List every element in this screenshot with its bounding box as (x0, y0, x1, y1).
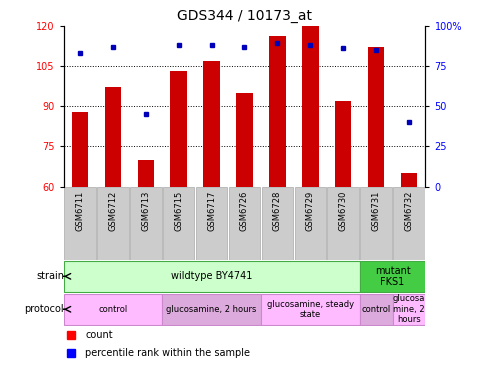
Text: GSM6713: GSM6713 (141, 190, 150, 231)
Text: GSM6711: GSM6711 (75, 190, 84, 231)
FancyBboxPatch shape (64, 187, 96, 260)
FancyBboxPatch shape (392, 187, 424, 260)
Bar (400, 173, 416, 348)
Text: GSM6726: GSM6726 (240, 190, 248, 231)
Text: wildtype BY4741: wildtype BY4741 (171, 271, 252, 281)
FancyBboxPatch shape (97, 187, 128, 260)
Bar (72, 112, 88, 348)
FancyBboxPatch shape (228, 187, 260, 260)
Bar (236, 93, 252, 348)
Bar (302, 23, 318, 348)
Text: GSM6717: GSM6717 (207, 190, 216, 231)
FancyBboxPatch shape (359, 294, 392, 325)
Text: glucosamine, 2 hours: glucosamine, 2 hours (166, 305, 256, 314)
FancyBboxPatch shape (63, 261, 359, 292)
FancyBboxPatch shape (130, 187, 161, 260)
Title: GDS344 / 10173_at: GDS344 / 10173_at (177, 9, 311, 23)
Text: GSM6732: GSM6732 (404, 190, 413, 231)
Text: percentile rank within the sample: percentile rank within the sample (85, 348, 250, 358)
FancyBboxPatch shape (327, 187, 358, 260)
FancyBboxPatch shape (163, 187, 194, 260)
Text: GSM6729: GSM6729 (305, 190, 314, 231)
Bar (137, 160, 154, 348)
Text: glucosamine, steady
state: glucosamine, steady state (266, 299, 353, 319)
FancyBboxPatch shape (261, 294, 359, 325)
Text: count: count (85, 330, 113, 340)
FancyBboxPatch shape (392, 294, 425, 325)
Text: GSM6712: GSM6712 (108, 190, 117, 231)
Text: protocol: protocol (24, 304, 64, 314)
Text: control: control (98, 305, 127, 314)
Bar (268, 36, 285, 348)
Text: GSM6715: GSM6715 (174, 190, 183, 231)
Bar (367, 47, 384, 348)
FancyBboxPatch shape (261, 187, 293, 260)
FancyBboxPatch shape (360, 187, 391, 260)
Text: GSM6730: GSM6730 (338, 190, 347, 231)
Bar (104, 87, 121, 348)
Text: GSM6731: GSM6731 (371, 190, 380, 231)
Text: GSM6728: GSM6728 (272, 190, 281, 231)
FancyBboxPatch shape (63, 294, 162, 325)
Text: mutant
FKS1: mutant FKS1 (374, 265, 409, 287)
FancyBboxPatch shape (294, 187, 325, 260)
Text: strain: strain (36, 271, 64, 281)
Text: control: control (361, 305, 390, 314)
FancyBboxPatch shape (195, 187, 227, 260)
Bar (334, 101, 351, 348)
FancyBboxPatch shape (359, 261, 425, 292)
FancyBboxPatch shape (162, 294, 261, 325)
Bar (203, 60, 220, 348)
Bar (170, 71, 186, 348)
Text: glucosa
mine, 2
hours: glucosa mine, 2 hours (392, 294, 424, 324)
